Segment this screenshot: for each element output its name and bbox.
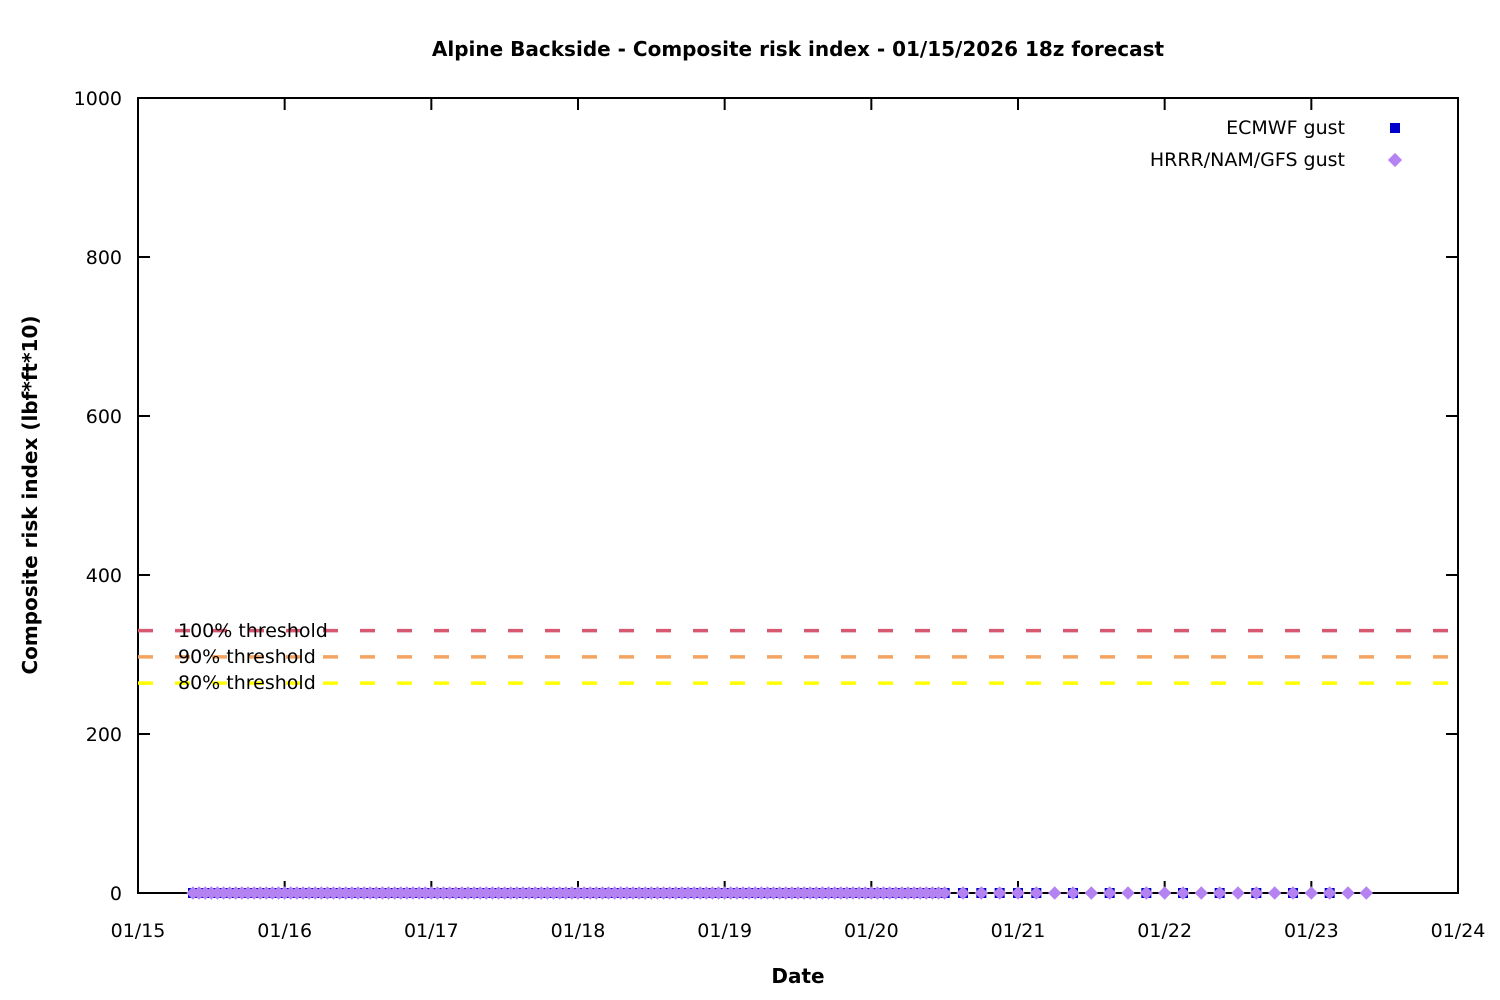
square-marker-icon (1345, 123, 1445, 133)
data-point-diamond (1249, 886, 1264, 900)
data-point-diamond (1194, 886, 1209, 900)
x-tick-label: 01/18 (551, 920, 606, 942)
data-point-diamond (1084, 886, 1099, 900)
y-tick-label: 0 (110, 883, 122, 905)
x-tick-label: 01/20 (844, 920, 899, 942)
y-tick-label: 400 (86, 565, 122, 587)
x-tick-label: 01/23 (1284, 920, 1339, 942)
data-point-diamond (1231, 886, 1245, 900)
x-tick-label: 01/17 (404, 920, 459, 942)
x-tick-label: 01/21 (991, 920, 1046, 942)
x-tick-label: 01/19 (697, 920, 752, 942)
data-point-diamond (1029, 886, 1044, 900)
y-tick-label: 600 (86, 406, 122, 428)
chart-title: Alpine Backside - Composite risk index -… (431, 37, 1165, 61)
y-axis-label: Composite risk index (lbf*ft*10) (18, 315, 42, 675)
legend-entry-ecmwf: ECMWF gust (1150, 112, 1445, 144)
data-point-diamond (1286, 886, 1300, 900)
data-point-diamond (1066, 886, 1080, 900)
data-point-diamond (1157, 886, 1172, 900)
legend: ECMWF gust HRRR/NAM/GFS gust (1150, 112, 1445, 176)
x-tick-label: 01/16 (257, 920, 312, 942)
x-tick-label: 01/22 (1137, 920, 1192, 942)
data-point-diamond (1102, 886, 1117, 900)
data-point-diamond (937, 886, 952, 900)
x-axis-label: Date (771, 964, 825, 988)
threshold-label-90: 90% threshold (178, 645, 316, 668)
data-point-diamond (1322, 886, 1337, 900)
data-point-diamond (1176, 886, 1190, 900)
data-point-diamond (992, 886, 1007, 900)
data-point-diamond (1011, 886, 1025, 900)
threshold-label-80: 80% threshold (178, 672, 316, 695)
legend-label-hrrr: HRRR/NAM/GFS gust (1149, 149, 1345, 171)
data-point-diamond (1359, 886, 1374, 900)
diamond-marker-icon (1345, 152, 1445, 168)
data-point-diamond (1121, 886, 1135, 900)
data-point-diamond (1341, 886, 1355, 900)
plot-border (137, 97, 1459, 894)
data-point-diamond (1139, 886, 1154, 900)
data-point-diamond (1304, 886, 1319, 900)
x-tick-label: 01/24 (1431, 920, 1486, 942)
threshold-label-100: 100% threshold (178, 619, 328, 642)
data-point-diamond (1047, 886, 1062, 900)
data-point-diamond (956, 886, 970, 900)
y-tick-label: 200 (86, 724, 122, 746)
legend-label-ecmwf: ECMWF gust (1226, 117, 1345, 139)
data-point-diamond (974, 886, 989, 900)
x-tick-label: 01/15 (111, 920, 166, 942)
data-point-diamond (1267, 886, 1282, 900)
y-tick-label: 800 (86, 247, 122, 269)
data-point-diamond (1212, 886, 1227, 900)
legend-entry-hrrr: HRRR/NAM/GFS gust (1150, 144, 1445, 176)
y-tick-label: 1000 (74, 88, 122, 110)
